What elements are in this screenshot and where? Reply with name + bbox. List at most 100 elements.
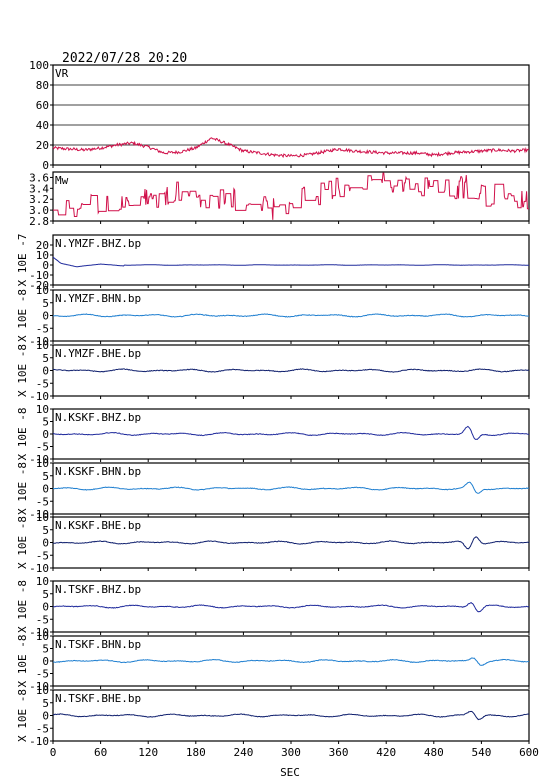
y-tick-label: 10: [36, 684, 49, 697]
x-tick-label: 420: [376, 746, 396, 759]
y-tick-label: 0: [42, 365, 49, 378]
y-tick-label: 5: [42, 524, 49, 537]
y-tick-label: 3.4: [29, 182, 49, 195]
series-line: [52, 602, 530, 613]
y-tick-label: 10: [36, 249, 49, 262]
y-unit-label: X 10E -8: [16, 635, 29, 688]
x-tick-label: 300: [281, 746, 301, 759]
series-line: [52, 481, 530, 494]
y-tick-label: 20: [36, 139, 49, 152]
y-tick-label: 3.6: [29, 171, 49, 184]
y-tick-label: -5: [36, 495, 49, 508]
timestamp: 2022/07/28 20:20: [62, 51, 187, 66]
panel-label: N.KSKF.BHN.bp: [55, 465, 141, 478]
panel-label: VR: [55, 67, 69, 80]
panel-label: N.KSKF.BHZ.bp: [55, 411, 141, 424]
panel-label: N.TSKF.BHZ.bp: [55, 583, 141, 596]
y-tick-label: 3.0: [29, 204, 49, 217]
y-tick-label: -20: [29, 279, 49, 292]
panel-label: N.YMZF.BHZ.bp: [55, 237, 141, 250]
y-unit-label: X 10E -8: [16, 516, 29, 569]
y-unit-label: X 10E -8: [16, 344, 29, 397]
panel-label: N.KSKF.BHE.bp: [55, 519, 141, 532]
x-axis-label: SEC: [280, 766, 300, 779]
y-tick-label: 100: [29, 59, 49, 72]
y-tick-label: 10: [36, 284, 49, 297]
y-tick-label: 10: [36, 457, 49, 470]
y-tick-label: 0: [42, 310, 49, 323]
x-tick-label: 60: [94, 746, 107, 759]
series-line: [52, 256, 529, 268]
y-tick-label: 0: [42, 159, 49, 172]
x-tick-label: 480: [424, 746, 444, 759]
panel-frame: [52, 64, 530, 166]
panel-0: 100 80 60 40 20 0 VR: [29, 59, 530, 172]
y-tick-label: 0: [42, 483, 49, 496]
y-tick-label: 10: [36, 511, 49, 524]
y-tick-label: 0: [42, 259, 49, 272]
y-tick-label: 60: [36, 99, 49, 112]
x-tick-label: 0: [50, 746, 57, 759]
panel-label: N.YMZF.BHN.bp: [55, 292, 141, 305]
series-line: [52, 536, 530, 550]
y-tick-label: -10: [29, 562, 49, 575]
y-tick-label: 5: [42, 416, 49, 429]
series-line: [52, 368, 530, 373]
x-tick-label: 360: [329, 746, 349, 759]
panel-label: Mw: [55, 174, 69, 187]
y-tick-label: 2.8: [29, 215, 49, 228]
y-tick-label: -10: [29, 269, 49, 282]
y-tick-label: 10: [36, 339, 49, 352]
y-unit-label: X 10E -7: [16, 234, 29, 287]
panel-label: N.YMZF.BHE.bp: [55, 347, 141, 360]
panel-label: N.TSKF.BHE.bp: [55, 692, 141, 705]
y-tick-label: 0: [42, 710, 49, 723]
y-unit-label: X 10E -8: [16, 580, 29, 633]
y-tick-label: -5: [36, 668, 49, 681]
y-tick-label: 10: [36, 630, 49, 643]
y-tick-label: 5: [42, 588, 49, 601]
y-tick-label: -10: [29, 390, 49, 403]
y-tick-label: -5: [36, 377, 49, 390]
y-tick-label: -10: [29, 335, 49, 348]
y-tick-label: 3.2: [29, 193, 49, 206]
y-tick-label: -5: [36, 322, 49, 335]
y-tick-label: -10: [29, 626, 49, 639]
y-tick-label: 5: [42, 352, 49, 365]
y-tick-label: -10: [29, 680, 49, 693]
y-tick-label: 10: [36, 575, 49, 588]
y-tick-label: 20: [36, 239, 49, 252]
y-tick-label: -10: [29, 735, 49, 748]
panel-1: 3.63.43.23.02.8 Mw: [29, 171, 530, 228]
y-unit-label: X 10E -8: [16, 689, 29, 742]
y-tick-label: 40: [36, 119, 49, 132]
y-tick-label: 5: [42, 643, 49, 656]
series-line: [52, 425, 530, 441]
y-tick-label: 0: [42, 601, 49, 614]
y-tick-label: -10: [29, 508, 49, 521]
y-tick-label: 80: [36, 79, 49, 92]
y-tick-label: -5: [36, 722, 49, 735]
y-tick-label: -5: [36, 613, 49, 626]
x-tick-label: 180: [186, 746, 206, 759]
x-tick-label: 540: [471, 746, 491, 759]
y-tick-label: 10: [36, 403, 49, 416]
x-tick-label: 600: [519, 746, 539, 759]
series-line: [53, 172, 529, 220]
y-tick-label: 5: [42, 697, 49, 710]
panel-label: N.TSKF.BHN.bp: [55, 638, 141, 651]
panel-frame: [52, 171, 530, 222]
y-tick-label: 0: [42, 655, 49, 668]
y-unit-label: X 10E -8: [16, 289, 29, 342]
y-tick-label: -10: [29, 453, 49, 466]
series-line: [52, 710, 530, 721]
